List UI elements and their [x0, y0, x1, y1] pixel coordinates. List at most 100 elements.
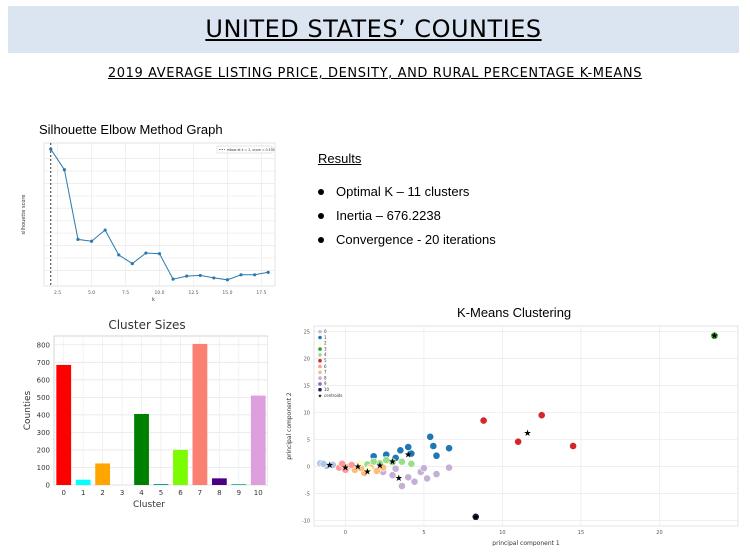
data-point: [157, 252, 162, 256]
legend-box: [216, 145, 273, 154]
cluster-point: [404, 473, 413, 482]
chart-title: Cluster Sizes: [108, 318, 185, 332]
kmeans-title: K-Means Clustering: [457, 305, 572, 320]
legend-label: 6: [324, 364, 327, 369]
cluster-point: [432, 451, 441, 460]
y-tick-label: 15: [304, 383, 310, 389]
legend-swatch: [318, 364, 322, 369]
data-point: [198, 273, 202, 278]
cluster-point: [398, 457, 406, 466]
bar: [231, 484, 247, 485]
legend-swatch: ★: [318, 393, 323, 399]
x-tick-label: 17.5: [256, 290, 266, 296]
centroid-marker: ★: [354, 463, 362, 473]
cluster-point: [388, 471, 397, 480]
cluster-point: [372, 466, 381, 475]
legend-swatch: [318, 347, 322, 351]
data-point: [225, 278, 230, 282]
legend-swatch: [318, 387, 322, 392]
centroid-marker: ★: [341, 464, 349, 474]
cluster-point: [432, 470, 441, 479]
x-tick-label: 10: [499, 530, 505, 536]
x-tick-label: 5: [159, 489, 163, 497]
data-point: [266, 270, 270, 274]
centroid-marker: ★: [388, 458, 396, 468]
cluster-point: [407, 449, 416, 458]
data-point: [185, 274, 189, 278]
bar: [250, 395, 266, 485]
x-tick-label: 5: [422, 530, 425, 536]
y-tick-label: -5: [305, 492, 310, 498]
cluster-point: [445, 463, 453, 472]
cluster-point: [396, 446, 405, 455]
centroid-marker: ★: [472, 513, 480, 523]
cluster-point: [328, 461, 337, 469]
cluster-point: [569, 442, 578, 450]
results-item-text: Convergence - 20 iterations: [336, 232, 496, 247]
results-heading: Results: [318, 151, 362, 166]
bar: [95, 463, 111, 485]
data-point: [76, 237, 80, 241]
legend-label: elbow at k = 2, score = 0.535: [227, 148, 275, 152]
legend-label: 9: [324, 381, 327, 386]
data-point: [171, 277, 175, 281]
legend-label: 2: [324, 341, 327, 346]
legend-label: 5: [324, 358, 327, 363]
x-tick-label: 0: [344, 530, 347, 536]
legend-swatch: [318, 329, 322, 334]
bar: [211, 478, 227, 485]
y-tick-label: -10: [302, 519, 310, 525]
legend-swatch: [318, 358, 322, 363]
results-list: Optimal K – 11 clusters Inertia – 676.22…: [318, 184, 496, 256]
x-tick-label: 10.0: [154, 290, 164, 296]
x-tick-label: 4: [139, 489, 144, 497]
centroid-marker: ★: [395, 474, 403, 484]
cluster-point: [420, 464, 428, 473]
x-axis-label: Cluster: [133, 500, 165, 510]
centroid-marker: ★: [363, 467, 371, 477]
cluster-point: [710, 331, 719, 340]
centroid-marker: ★: [710, 332, 718, 342]
bullet-icon: [318, 213, 324, 219]
data-point: [117, 253, 121, 257]
x-tick-label: 8: [217, 489, 221, 497]
legend-swatch: [318, 335, 322, 340]
cluster-point: [355, 459, 364, 468]
y-axis-label: silhouette score: [21, 195, 27, 235]
cluster-point: [382, 456, 391, 464]
y-tick-label: 400: [37, 411, 50, 419]
y-axis-label: principal component 2: [286, 392, 293, 460]
data-point: [144, 251, 148, 255]
y-tick-label: 0: [46, 482, 50, 490]
bar: [173, 449, 188, 485]
y-tick-label: 100: [37, 464, 50, 472]
cluster-point: [338, 459, 347, 468]
bullet-icon: [318, 237, 324, 243]
legend-swatch: [318, 376, 322, 380]
cluster-point: [319, 459, 328, 468]
data-point: [89, 239, 94, 243]
bar: [134, 414, 149, 485]
x-tick-label: 1: [81, 489, 85, 497]
y-tick-label: 500: [37, 394, 50, 402]
centroid-marker: ★: [376, 461, 384, 471]
cluster-point: [369, 457, 378, 466]
x-tick-label: 2: [100, 489, 104, 497]
y-tick-label: 200: [37, 446, 50, 454]
silhouette-title: Silhouette Elbow Method Graph: [39, 122, 223, 137]
data-point: [130, 262, 134, 266]
data-point: [239, 273, 243, 277]
centroid-marker: ★: [326, 461, 334, 471]
cluster-point: [365, 465, 373, 474]
data-point: [49, 147, 53, 151]
y-tick-label: 700: [37, 359, 50, 367]
x-tick-label: 15.0: [222, 290, 232, 296]
data-point: [103, 228, 107, 232]
legend-label: 3: [324, 346, 327, 351]
y-tick-label: 800: [37, 341, 50, 349]
x-tick-label: 0: [61, 489, 65, 497]
bar: [153, 484, 169, 485]
legend-swatch: [318, 382, 322, 386]
cluster-point: [479, 416, 488, 425]
results-item: Inertia – 676.2238: [318, 208, 496, 232]
